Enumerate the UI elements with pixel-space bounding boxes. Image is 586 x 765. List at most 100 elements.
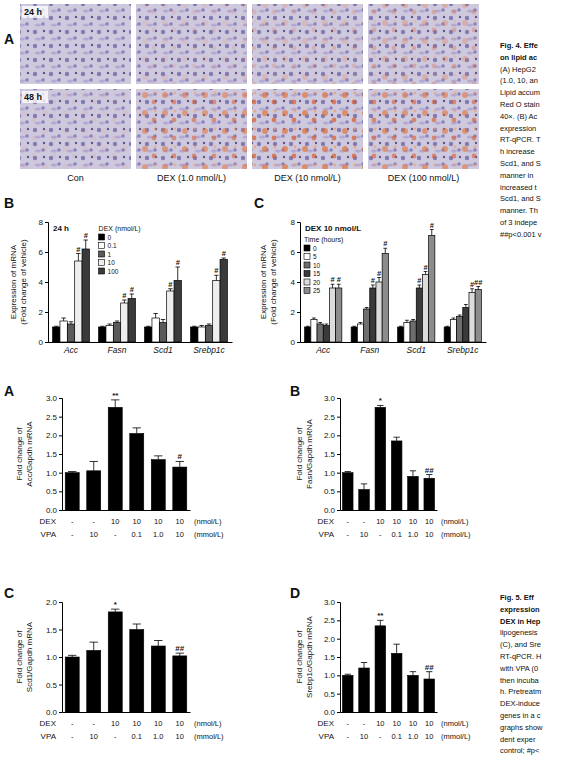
tick-mark [337,417,340,418]
tick-mark [297,252,300,253]
error-bar [161,320,165,323]
tick-label: 2.5 [46,413,58,422]
y-axis-title-line: Fold change of [295,630,304,684]
error-bar [111,400,119,407]
panel-letter: C [4,585,14,601]
error-bar [445,326,449,328]
tick: Scd1 [153,342,173,355]
row-label: 1.0 [153,530,163,539]
tick-mark [59,491,62,492]
error-bar [352,326,356,328]
error-bar [377,620,383,626]
bar [364,309,370,342]
tick-mark [45,282,48,283]
tick-mark [297,282,300,283]
bar [145,327,152,342]
legend-label: 25 [313,287,321,294]
error-bar [61,318,65,321]
tick-mark [337,675,340,676]
row-unit: (mmol/L) [194,530,224,539]
y-axis-title: Fold change ofAcc/Gapdh mRNA [15,421,34,487]
error-bar [90,461,98,470]
tick-label: 2.0 [324,635,336,644]
micrograph-image [252,4,363,84]
bar [87,650,101,712]
bar [121,303,128,342]
legend-swatch [304,254,310,260]
bar [205,326,212,343]
row-unit: (nmol/L) [194,719,222,728]
legend-swatch [304,271,310,277]
tick-label: 8 [291,218,296,227]
error-bar [90,642,98,650]
row-label: 10 [111,719,119,728]
error-bar [154,456,162,460]
legend-label: 15 [313,270,321,277]
error-bar [399,326,403,328]
bar [391,441,402,510]
y-axis: 0.00.51.01.52.0 [46,598,63,717]
bar [198,327,205,342]
error-bar [176,267,180,281]
tick-label: 1.0 [324,671,336,680]
bar [376,282,382,342]
legend-label: 10 [108,259,116,266]
row-label: 10 [425,517,433,526]
error-bar [464,305,468,308]
bar [130,433,144,510]
bar [99,327,106,342]
error-bar [100,326,104,328]
tick: 1.5 [324,450,340,459]
bar [60,321,67,342]
x-axis [63,510,191,511]
tick: 2.5 [324,413,340,422]
caption-title: expression [500,605,540,614]
error-bar [411,320,415,322]
category-label: Scd1 [407,345,427,355]
row-label: 0.1 [132,530,142,539]
row-name: VPA [41,732,57,741]
tick: 0.5 [324,690,340,699]
tick-label: 2.0 [324,431,336,440]
tick: Srebp1c [447,342,479,355]
bar [82,249,89,342]
panel-letter: B [4,195,14,211]
category-rows: DEX--10101010(nmol/L)VPA-10-0.11.010(mmo… [40,517,225,539]
y-axis-line [337,399,341,511]
caption-line: of 3 indepe [500,218,537,227]
category-label: Acc [315,345,331,355]
tick-label: 4 [39,278,44,287]
lipid-stain [252,4,363,84]
tick-mark [337,454,340,455]
significance-labels: **## [377,611,434,671]
tick: 1.0 [46,469,62,478]
plot-marks [65,609,187,712]
caption-line: control; #p< [500,746,540,755]
tick-label: 0.0 [324,506,336,515]
chart-panel: 02468Expression of mRNA(Fold change of v… [4,195,233,355]
row-label: 1.0 [153,732,163,741]
tick: 0.0 [46,708,62,717]
bar [191,327,198,342]
caption-title: Fig. 5. Eff [500,593,534,602]
error-bar [470,289,474,293]
row-label: - [71,530,74,539]
tick-mark [59,510,62,511]
tick: 1.5 [46,450,62,459]
legend-label: 10 [313,262,321,269]
column-label: Con [67,173,84,183]
caption-title: Fig. 4. Effe [500,41,538,50]
error-bar [133,428,141,434]
row-label: - [379,530,382,539]
tick-label: 1.0 [46,469,58,478]
bar [75,261,82,342]
bar [336,288,342,342]
tick: 0 [39,338,48,347]
caption-line: DEX-induce [500,699,540,708]
bar [370,288,376,342]
error-bar [222,258,226,260]
y-axis-title-line: (Fold change of vehicle) [19,239,28,325]
row-label: 10 [409,517,417,526]
error-bar [107,324,111,326]
caption-line: lipogenesis [500,628,538,637]
